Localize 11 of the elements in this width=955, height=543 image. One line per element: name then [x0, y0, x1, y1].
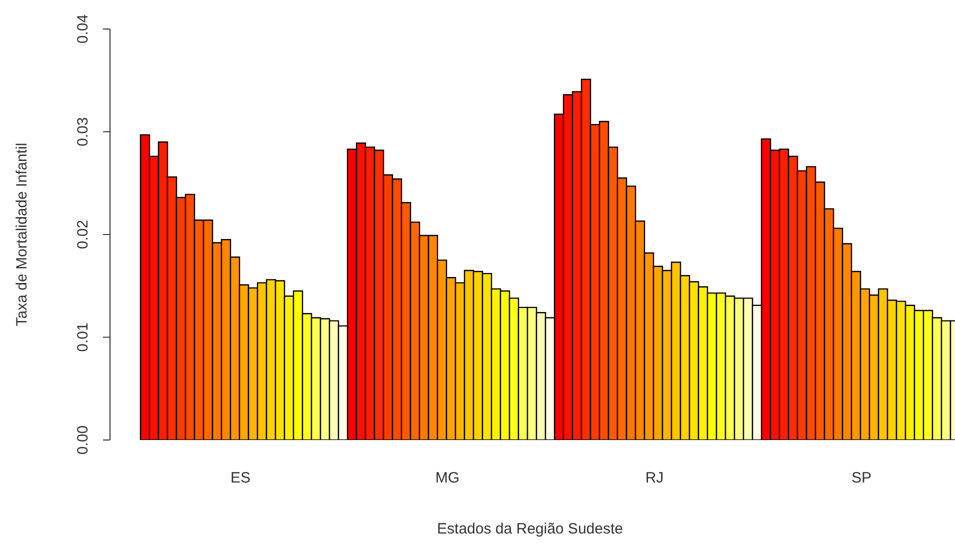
y-axis-title: Taxa de Mortalidade Infantil	[14, 142, 30, 326]
x-axis-title: Estados da Região Sudeste	[437, 520, 623, 538]
x-tick-label: ES	[230, 470, 251, 486]
y-tick-label: 0.04	[74, 14, 92, 44]
x-tick-label: MG	[435, 470, 460, 486]
x-tick-label: RJ	[645, 470, 664, 486]
y-tick-label: 0.02	[74, 220, 92, 250]
x-tick-label: SP	[851, 470, 872, 486]
y-tick-label: 0.03	[74, 117, 92, 146]
y-tick-label: 0.00	[74, 425, 92, 455]
y-tick-label: 0.01	[74, 322, 92, 352]
